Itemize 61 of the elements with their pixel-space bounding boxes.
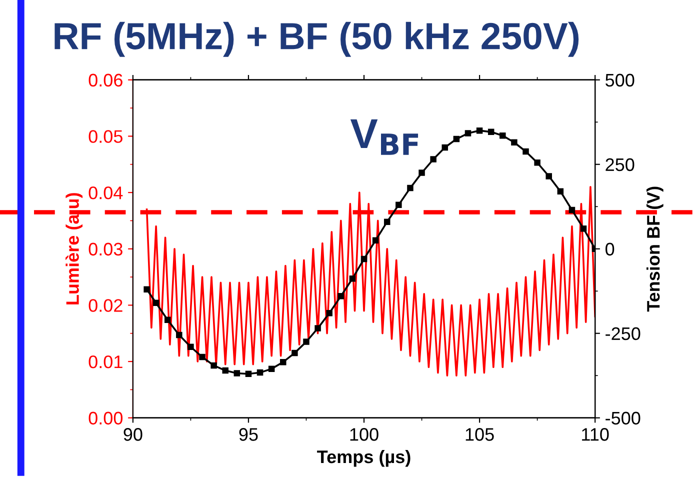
y-tick-label: 0.01 <box>88 355 122 368</box>
point <box>280 358 286 366</box>
point <box>488 128 494 136</box>
point <box>292 350 298 356</box>
point <box>268 366 275 372</box>
point <box>580 225 587 232</box>
y2-tick-label: -250 <box>606 327 640 340</box>
point <box>164 316 171 323</box>
x-tick-label: 95 <box>239 428 258 441</box>
y2-tick-label: 0 <box>606 242 614 256</box>
point <box>511 139 518 146</box>
point <box>476 127 483 134</box>
point <box>199 354 206 360</box>
y-tick-label: 0.03 <box>88 242 122 256</box>
point <box>349 275 356 282</box>
y-tick-label: 0.00 <box>88 412 123 425</box>
point <box>557 188 564 195</box>
y2-tick-label: 500 <box>606 74 634 87</box>
point <box>453 136 460 142</box>
point <box>534 160 540 166</box>
point <box>338 293 344 300</box>
point <box>360 256 368 262</box>
point <box>442 144 448 151</box>
y2-tick-label: -500 <box>606 412 640 425</box>
y-tick-label: 0.02 <box>88 299 122 312</box>
x-tick-label: 110 <box>582 428 609 441</box>
point <box>234 370 240 376</box>
point <box>245 370 252 378</box>
point <box>546 173 552 180</box>
point <box>303 338 310 345</box>
x-tick-label: 90 <box>124 428 142 441</box>
point <box>522 148 529 155</box>
y-tick-label: 0.04 <box>88 186 123 200</box>
point <box>407 184 414 192</box>
y2-tick-label: 250 <box>606 158 634 172</box>
point <box>314 325 321 332</box>
point <box>464 130 472 136</box>
point <box>430 156 436 162</box>
point <box>568 206 576 214</box>
point <box>152 300 160 306</box>
point <box>210 362 217 369</box>
point <box>384 218 390 225</box>
point <box>500 132 506 139</box>
y2-axis-title: Tension BF (V) <box>646 186 664 312</box>
x-axis-title: Temps (µs) <box>317 450 410 467</box>
y-tick-label: 0.05 <box>88 130 122 143</box>
point <box>144 286 150 293</box>
point <box>188 344 194 350</box>
legend-label: V$_{BF}$ <box>350 119 418 155</box>
point <box>256 369 264 376</box>
chart-title: RF (5MHz) + BF (50 kHz 250V) <box>54 22 579 57</box>
y-tick-label: 0.06 <box>88 74 122 87</box>
point <box>418 170 425 176</box>
point <box>396 202 402 208</box>
x-tick-label: 100 <box>350 428 378 441</box>
point <box>176 332 182 338</box>
point <box>372 237 379 244</box>
y-axis-title: Lumière (a.u) <box>66 193 83 304</box>
x-tick-label: 105 <box>466 428 494 441</box>
point <box>222 367 228 374</box>
point <box>326 310 332 316</box>
